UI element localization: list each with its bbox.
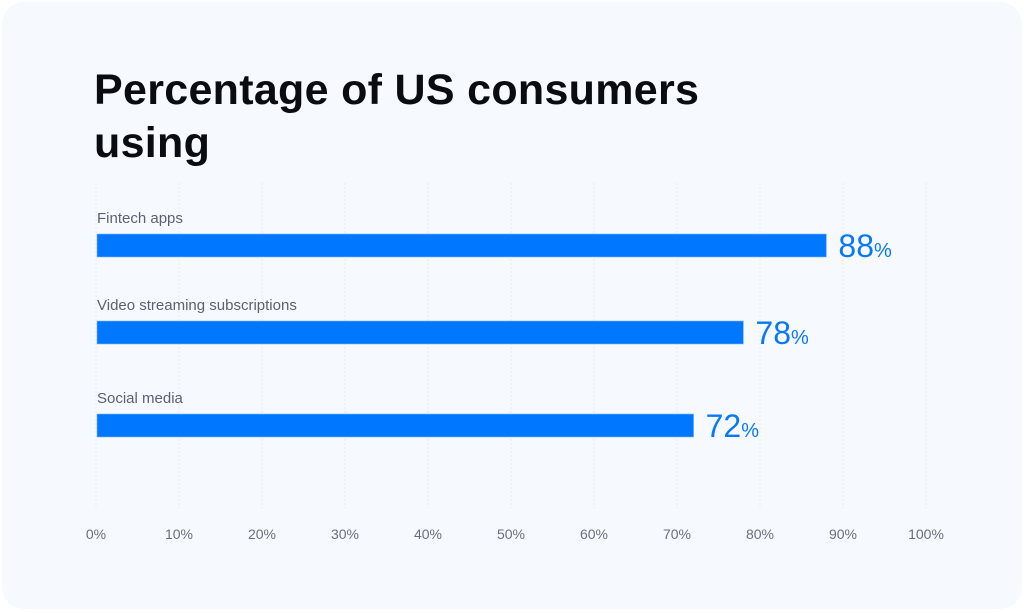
bar [96,320,744,345]
category-label: Social media [97,390,184,407]
bar [96,233,827,258]
x-tick-label: 20% [248,526,276,542]
x-tick-label: 90% [829,526,857,542]
x-tick-label: 40% [414,526,442,542]
x-tick-label: 30% [331,526,359,542]
x-tick-label: 80% [746,526,774,542]
x-tick-label: 10% [165,526,193,542]
chart-title: Percentage of US consumers using [94,66,700,167]
x-tick-label: 60% [580,526,608,542]
category-label: Fintech apps [97,210,183,227]
value-label: 72% [706,408,760,444]
x-tick-label: 0% [86,526,106,542]
category-label: Video streaming subscriptions [97,297,297,314]
value-suffix: % [874,240,892,262]
x-tick-label: 70% [663,526,691,542]
bar [96,413,694,438]
value-number: 88 [838,228,874,264]
value-suffix: % [741,420,759,442]
x-tick-label: 100% [908,526,944,542]
value-number: 72 [706,408,742,444]
value-label: 78% [755,315,809,351]
x-tick-label: 50% [497,526,525,542]
value-suffix: % [791,327,809,349]
value-label: 88% [838,228,892,264]
value-number: 78 [755,315,791,351]
